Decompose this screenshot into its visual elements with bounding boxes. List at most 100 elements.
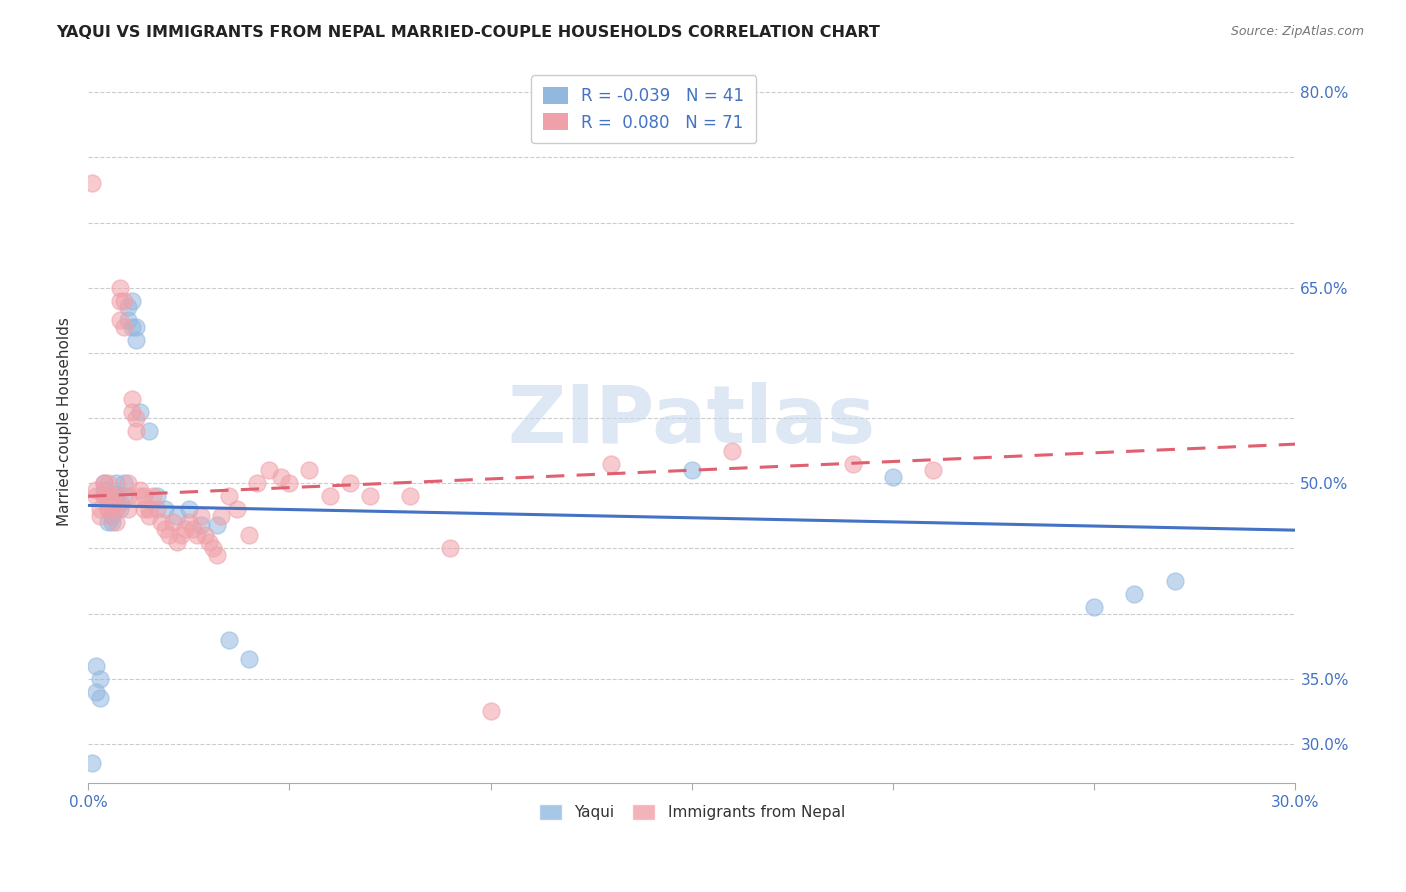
Point <box>110 502 132 516</box>
Point <box>278 476 301 491</box>
Point <box>97 502 120 516</box>
Point <box>149 516 172 530</box>
Point <box>97 516 120 530</box>
Point <box>162 516 184 530</box>
Point <box>190 508 212 523</box>
Point <box>218 632 240 647</box>
Point <box>117 489 139 503</box>
Point <box>399 489 422 503</box>
Point <box>110 281 132 295</box>
Point <box>198 535 221 549</box>
Point <box>439 541 461 556</box>
Point <box>882 469 904 483</box>
Point <box>270 469 292 483</box>
Point <box>93 489 115 503</box>
Point <box>318 489 340 503</box>
Point <box>105 486 128 500</box>
Point <box>238 652 260 666</box>
Point <box>134 489 156 503</box>
Point <box>170 528 193 542</box>
Point <box>153 502 176 516</box>
Point <box>110 293 132 308</box>
Point <box>89 691 111 706</box>
Point <box>105 476 128 491</box>
Point <box>479 704 502 718</box>
Point <box>112 489 135 503</box>
Point <box>101 502 124 516</box>
Point <box>93 476 115 491</box>
Point <box>177 502 200 516</box>
Point <box>84 658 107 673</box>
Point <box>125 319 148 334</box>
Point <box>93 476 115 491</box>
Point <box>125 424 148 438</box>
Point <box>101 489 124 503</box>
Point <box>121 293 143 308</box>
Point <box>134 502 156 516</box>
Point <box>177 516 200 530</box>
Point <box>89 508 111 523</box>
Point <box>121 392 143 406</box>
Point <box>82 756 104 771</box>
Point <box>201 541 224 556</box>
Point <box>129 489 152 503</box>
Point <box>205 518 228 533</box>
Point <box>166 535 188 549</box>
Point <box>97 502 120 516</box>
Point <box>110 313 132 327</box>
Point <box>209 508 232 523</box>
Text: YAQUI VS IMMIGRANTS FROM NEPAL MARRIED-COUPLE HOUSEHOLDS CORRELATION CHART: YAQUI VS IMMIGRANTS FROM NEPAL MARRIED-C… <box>56 25 880 40</box>
Point <box>97 476 120 491</box>
Point <box>129 483 152 497</box>
Point <box>112 476 135 491</box>
Point <box>166 508 188 523</box>
Point <box>1164 574 1187 588</box>
Point <box>110 496 132 510</box>
Point <box>339 476 361 491</box>
Point <box>138 502 160 516</box>
Point <box>84 483 107 497</box>
Point <box>721 443 744 458</box>
Point <box>194 528 217 542</box>
Point <box>153 522 176 536</box>
Point <box>600 457 623 471</box>
Point <box>105 489 128 503</box>
Point <box>89 502 111 516</box>
Point <box>173 522 195 536</box>
Point <box>190 518 212 533</box>
Point <box>205 548 228 562</box>
Point <box>117 502 139 516</box>
Point <box>129 404 152 418</box>
Point <box>84 489 107 503</box>
Point <box>842 457 865 471</box>
Point <box>138 508 160 523</box>
Point <box>97 489 120 503</box>
Point <box>681 463 703 477</box>
Point <box>246 476 269 491</box>
Point <box>97 489 120 503</box>
Point <box>218 489 240 503</box>
Point <box>138 424 160 438</box>
Legend: Yaqui, Immigrants from Nepal: Yaqui, Immigrants from Nepal <box>533 797 851 826</box>
Point <box>84 685 107 699</box>
Point <box>922 463 945 477</box>
Point <box>101 508 124 523</box>
Point <box>145 489 167 503</box>
Text: Source: ZipAtlas.com: Source: ZipAtlas.com <box>1230 25 1364 38</box>
Point <box>186 528 208 542</box>
Point <box>117 300 139 314</box>
Text: ZIPatlas: ZIPatlas <box>508 383 876 460</box>
Point <box>125 333 148 347</box>
Point <box>101 496 124 510</box>
Point <box>117 476 139 491</box>
Point <box>105 516 128 530</box>
Point <box>145 502 167 516</box>
Point <box>1083 600 1105 615</box>
Point <box>93 483 115 497</box>
Point <box>112 293 135 308</box>
Point <box>141 489 163 503</box>
Point <box>89 672 111 686</box>
Point <box>101 516 124 530</box>
Point <box>93 489 115 503</box>
Point <box>257 463 280 477</box>
